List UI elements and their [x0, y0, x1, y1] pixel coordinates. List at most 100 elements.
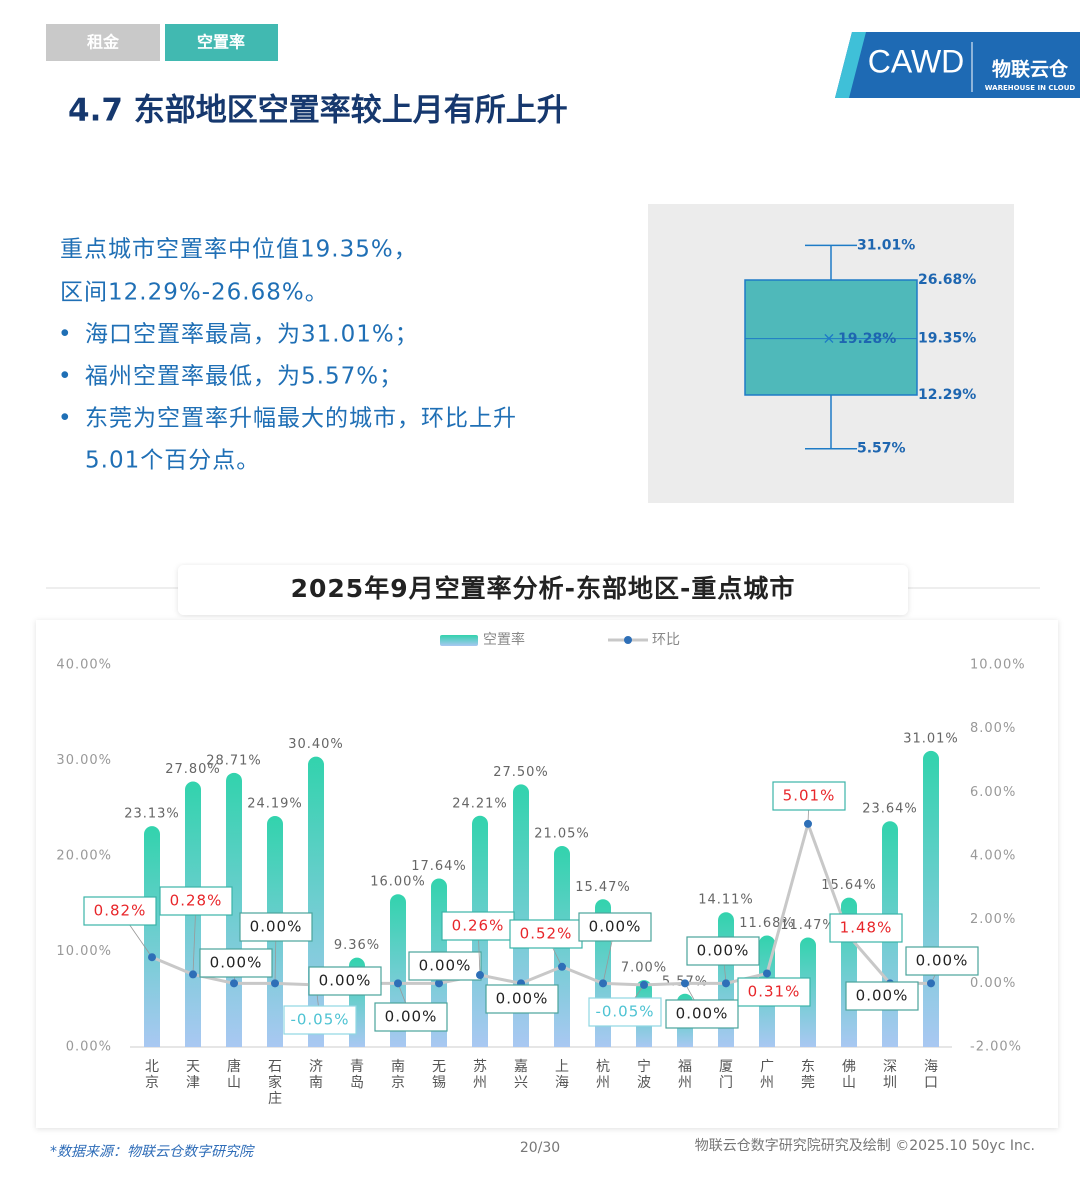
line-label: 0.00% — [210, 954, 263, 972]
summary-bullet: 福州空置率最低，为5.57%； — [85, 364, 403, 390]
legend-dot — [624, 636, 632, 644]
box-label: 19.35% — [918, 331, 976, 347]
bar-label: 24.21% — [452, 796, 508, 811]
bar-label: 31.01% — [903, 731, 959, 746]
bar-label: 7.00% — [621, 961, 667, 976]
legend-label: 空置率 — [483, 631, 525, 648]
y2-tick-label: 0.00% — [970, 976, 1016, 991]
label-box — [578, 912, 652, 942]
line-label: 0.00% — [419, 957, 472, 975]
box-label: 5.57% — [857, 441, 906, 457]
label-box — [408, 951, 482, 981]
line-label: 0.26% — [452, 917, 505, 935]
y2-tick-label: -2.00% — [970, 1040, 1022, 1055]
x-tick-label: 山 — [842, 1075, 856, 1091]
x-tick-label: 口 — [924, 1075, 938, 1091]
footer-source: *数据来源：物联云仓数字研究院 — [50, 1144, 255, 1160]
bullet-dot: • — [58, 364, 73, 390]
x-tick-label: 天 — [186, 1059, 200, 1075]
y-tick-label: 40.00% — [56, 658, 112, 673]
x-tick-label: 嘉 — [514, 1059, 528, 1075]
tab-label[interactable]: 租金 — [87, 33, 120, 52]
bar-label: 17.64% — [411, 859, 467, 874]
main-chart: 0.00% 10.00% 20.00% 30.00% 40.00% -2.00% 0.00%… — [56, 631, 1026, 1107]
box-label: 31.01% — [857, 237, 915, 253]
x-tick-label: 苏 — [473, 1059, 487, 1075]
tab-label[interactable]: 空置率 — [197, 33, 245, 52]
line-label: 0.52% — [520, 925, 573, 943]
label-box — [665, 999, 739, 1029]
label-box — [588, 997, 662, 1027]
tab[interactable] — [46, 24, 160, 61]
line-point — [394, 979, 402, 988]
line-label: 0.31% — [748, 983, 801, 1001]
y-tick-label: 20.00% — [56, 849, 112, 864]
line — [151, 818, 931, 987]
line-point — [148, 953, 156, 962]
line-point — [271, 979, 279, 988]
x-tick-label: 圳 — [883, 1075, 897, 1091]
line-label: 0.00% — [385, 1008, 438, 1026]
y2-tick-label: 4.00% — [970, 849, 1016, 864]
bar — [923, 750, 939, 1047]
line-label: 0.00% — [916, 952, 969, 970]
bar-label: 30.40% — [288, 737, 344, 752]
y-tick-label: 10.00% — [56, 944, 112, 959]
x-tick-label: 唐 — [227, 1058, 241, 1075]
box-label: 26.68% — [918, 272, 976, 288]
bar-label: 11.47% — [780, 918, 836, 933]
summary-line: 重点城市空置率中位值19.35%， — [60, 237, 418, 263]
summary-bullet: 东莞为空置率升幅最大的城市，环比上升 — [85, 406, 517, 432]
label-box — [239, 912, 313, 942]
x-tick-label: 青 — [350, 1059, 364, 1075]
summary-bullet: 海口空置率最高，为31.01%； — [85, 322, 419, 348]
line-label: 0.00% — [250, 918, 303, 936]
line-point — [804, 819, 812, 828]
bar-label: 14.11% — [698, 893, 754, 908]
page-number: 20/30 — [520, 1140, 560, 1156]
x-tick-label: 杭 — [596, 1059, 610, 1075]
x-tick-label: 州 — [596, 1075, 610, 1091]
line-label: 0.00% — [496, 990, 549, 1008]
x-tick-label: 州 — [473, 1075, 487, 1091]
bar — [308, 756, 324, 1047]
line-point — [722, 979, 730, 988]
bar-label: 23.64% — [862, 802, 918, 817]
y-tick-label: 0.00% — [66, 1040, 112, 1055]
box — [744, 279, 918, 396]
logo-name: 物联云仓 — [992, 58, 1069, 81]
x-tick-label: 海 — [555, 1075, 569, 1091]
line-point — [640, 980, 648, 989]
line-point — [189, 970, 197, 979]
label-box — [509, 919, 583, 949]
line-label: 0.00% — [676, 1005, 729, 1023]
x-tick-label: 山 — [227, 1075, 241, 1091]
x-tick-label: 州 — [760, 1075, 774, 1091]
x-tick-label: 南 — [309, 1075, 323, 1091]
x-tick-label: 岛 — [350, 1075, 364, 1091]
x-tick-label: 北 — [145, 1059, 159, 1075]
label-box — [83, 896, 157, 926]
bar-label: 15.47% — [575, 880, 631, 895]
line-label: 0.00% — [319, 972, 372, 990]
line-point — [435, 979, 443, 988]
legend-label: 环比 — [652, 632, 680, 648]
y2-tick-label: 10.00% — [970, 658, 1026, 673]
x-tick-label: 波 — [637, 1075, 651, 1091]
x-tick-label: 南 — [391, 1059, 405, 1075]
logo-brand: CAWD — [868, 43, 965, 79]
x-tick-label: 无 — [432, 1059, 446, 1075]
line-label: -0.05% — [595, 1003, 654, 1021]
x-tick-label: 锡 — [432, 1075, 446, 1091]
label-box — [829, 913, 903, 943]
logo-bg — [835, 32, 1080, 98]
tab-active[interactable] — [165, 24, 278, 61]
line-label: 0.00% — [697, 942, 750, 960]
line-point — [681, 979, 689, 988]
chart-title-box — [178, 565, 908, 615]
label-box — [283, 1005, 357, 1035]
x-tick-label: 深 — [883, 1059, 897, 1075]
bar — [144, 826, 160, 1047]
logo-stripe — [835, 32, 866, 98]
